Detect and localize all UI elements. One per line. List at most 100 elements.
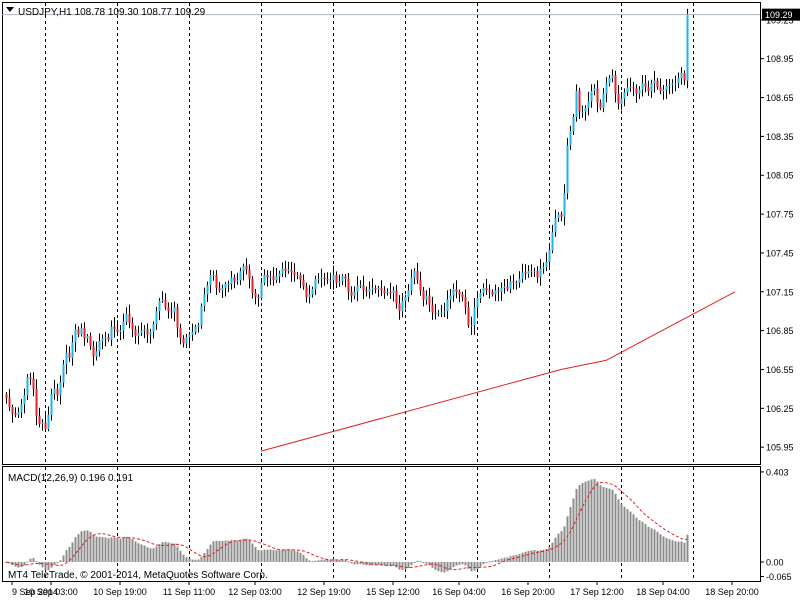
candle-body bbox=[551, 232, 554, 251]
candle-body bbox=[227, 284, 230, 286]
macd-bar bbox=[548, 546, 551, 562]
candle-body bbox=[143, 329, 146, 331]
candle-body bbox=[392, 290, 395, 294]
candle-body bbox=[566, 145, 569, 194]
candle-body bbox=[284, 268, 287, 272]
macd-bar bbox=[161, 542, 164, 562]
candle-body bbox=[368, 289, 371, 292]
candle-body bbox=[662, 89, 665, 92]
candle-body bbox=[479, 293, 482, 299]
x-tick-label: 12 Sep 19:00 bbox=[297, 587, 351, 597]
macd-bar bbox=[476, 562, 479, 569]
candle-body bbox=[482, 287, 485, 294]
candle-body bbox=[239, 271, 242, 281]
macd-bar bbox=[113, 537, 116, 562]
macd-bar bbox=[326, 559, 329, 562]
candle-body bbox=[149, 331, 152, 335]
macd-bar bbox=[287, 549, 290, 562]
macd-bar bbox=[467, 562, 470, 569]
current-price-box bbox=[762, 8, 800, 21]
candle-body bbox=[632, 87, 635, 89]
candle-body bbox=[290, 269, 293, 273]
candle-body bbox=[371, 287, 374, 290]
macd-bar bbox=[182, 554, 185, 562]
macd-bar bbox=[305, 558, 308, 562]
candle-body bbox=[50, 394, 53, 415]
macd-bar bbox=[95, 536, 98, 562]
candle-body bbox=[536, 271, 539, 278]
macd-bar bbox=[146, 547, 149, 562]
x-tick-label: 15 Sep 12:00 bbox=[366, 587, 420, 597]
macd-bar bbox=[614, 493, 617, 562]
candle-body bbox=[356, 285, 359, 292]
x-tick-label: 18 Sep 20:00 bbox=[705, 587, 759, 597]
candle-body bbox=[644, 83, 647, 88]
x-tick-label: 16 Sep 20:00 bbox=[501, 587, 555, 597]
macd-bar bbox=[242, 538, 245, 562]
candle-body bbox=[470, 325, 473, 327]
candle-body bbox=[650, 83, 653, 92]
macd-bar bbox=[68, 546, 71, 562]
macd-bar bbox=[26, 561, 29, 563]
candle-body bbox=[560, 214, 563, 217]
macd-bar bbox=[461, 562, 464, 565]
macd-histogram bbox=[5, 479, 689, 573]
candle-body bbox=[476, 298, 479, 308]
macd-bar bbox=[404, 562, 407, 570]
macd-bar bbox=[71, 542, 74, 562]
candle-body bbox=[119, 330, 122, 332]
candle-body bbox=[653, 80, 656, 84]
candle-body bbox=[578, 91, 581, 112]
macd-bar bbox=[359, 562, 362, 565]
macd-bar bbox=[101, 537, 104, 562]
macd-bar bbox=[545, 548, 548, 562]
macd-bar bbox=[86, 530, 89, 562]
candle-body bbox=[23, 395, 26, 405]
macd-bar bbox=[647, 526, 650, 562]
candle-body bbox=[620, 98, 623, 105]
candle-body bbox=[518, 278, 521, 283]
macd-bar bbox=[299, 552, 302, 562]
macd-bar bbox=[365, 562, 368, 566]
macd-bar bbox=[119, 538, 122, 562]
candle-body bbox=[419, 280, 422, 291]
macd-y-tick-label: 0.403 bbox=[766, 467, 789, 477]
macd-bar bbox=[650, 528, 653, 562]
candle-body bbox=[86, 335, 89, 339]
macd-bar bbox=[635, 517, 638, 562]
macd-bar bbox=[149, 548, 152, 562]
candle-body bbox=[344, 276, 347, 279]
candle-body bbox=[182, 338, 185, 344]
candle-body bbox=[491, 291, 494, 295]
candle-body bbox=[461, 294, 464, 297]
macd-bar bbox=[431, 562, 434, 568]
candle-body bbox=[641, 83, 644, 90]
macd-bar bbox=[434, 562, 437, 570]
candle-body bbox=[398, 303, 401, 312]
macd-bar bbox=[314, 560, 317, 562]
x-tick-label: 10 Sep 03:00 bbox=[24, 587, 78, 597]
candle-body bbox=[125, 313, 128, 322]
candle-body bbox=[326, 278, 329, 281]
candle-body bbox=[671, 83, 674, 85]
candle-body bbox=[83, 328, 86, 339]
candle-body bbox=[167, 307, 170, 312]
macd-bar bbox=[353, 562, 356, 565]
macd-bar bbox=[605, 487, 608, 562]
candle-body bbox=[65, 352, 68, 365]
candle-body bbox=[233, 277, 236, 282]
macd-bar bbox=[419, 561, 422, 563]
macd-bar bbox=[563, 526, 566, 562]
candle-body bbox=[521, 272, 524, 279]
candle-body bbox=[605, 83, 608, 94]
candle-body bbox=[614, 75, 617, 94]
candle-body bbox=[329, 280, 332, 282]
candle-body bbox=[545, 261, 548, 268]
candle-body bbox=[17, 412, 20, 415]
candle-body bbox=[335, 274, 338, 283]
candle-body bbox=[260, 282, 263, 299]
candle-body bbox=[77, 329, 80, 335]
triangle-down-icon[interactable] bbox=[6, 7, 14, 12]
